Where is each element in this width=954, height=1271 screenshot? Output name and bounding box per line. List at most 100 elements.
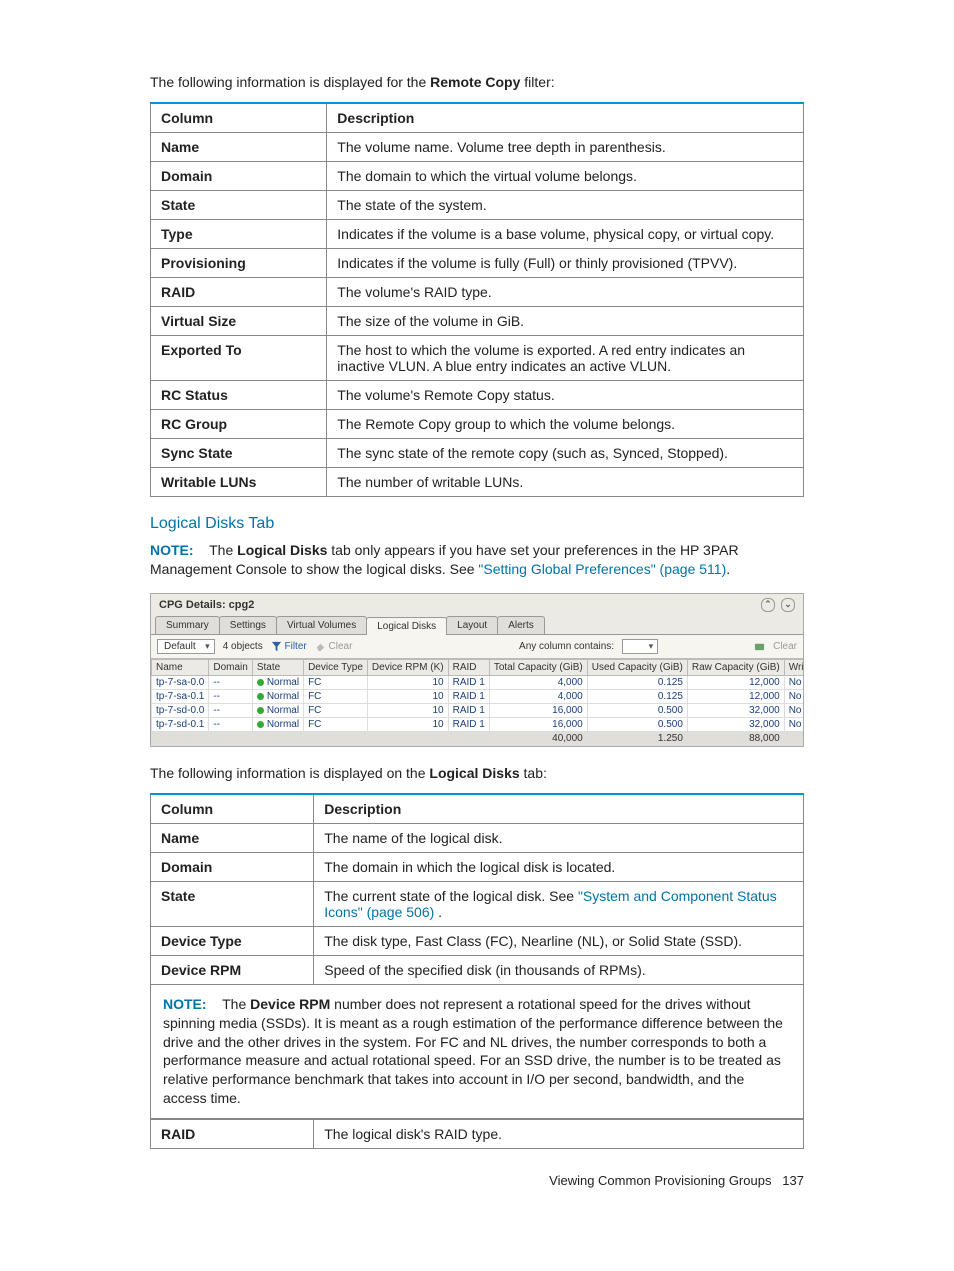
th2-description: Description	[314, 794, 804, 824]
table-row: DomainThe domain in which the logical di…	[151, 852, 804, 881]
col-name: Virtual Size	[151, 307, 327, 336]
col-name: Name	[151, 133, 327, 162]
collapse-icon[interactable]: ⌃	[761, 598, 775, 612]
status-dot-icon	[257, 679, 264, 686]
footer-page: 137	[782, 1173, 804, 1188]
t3-col: RAID	[151, 1120, 314, 1149]
cell-state: Normal	[252, 717, 303, 731]
intro-logical-disks: The following information is displayed o…	[150, 765, 804, 781]
grid-header[interactable]: Raw Capacity (GiB)	[687, 659, 784, 675]
status-dot-icon	[257, 693, 264, 700]
col-name: Device Type	[151, 926, 314, 955]
grid-row[interactable]: tp-7-sd-0.0--NormalFC10RAID 116,0000.500…	[152, 703, 804, 717]
total-raw: 88,000	[687, 731, 784, 745]
t3-desc: The logical disk's RAID type.	[314, 1120, 804, 1149]
grid-header[interactable]: State	[252, 659, 303, 675]
col-name: RAID	[151, 278, 327, 307]
grid-header[interactable]: Used Capacity (GiB)	[587, 659, 687, 675]
grid-row[interactable]: tp-7-sa-0.1--NormalFC10RAID 14,0000.1251…	[152, 689, 804, 703]
logical-disks-table-cont: RAID The logical disk's RAID type.	[150, 1119, 804, 1149]
th2-column: Column	[151, 794, 314, 824]
tab-layout[interactable]: Layout	[446, 616, 498, 634]
note1-pre: The	[209, 542, 237, 558]
tab-alerts[interactable]: Alerts	[497, 616, 545, 634]
page-footer: Viewing Common Provisioning Groups 137	[150, 1173, 804, 1188]
cell-domain: --	[209, 717, 252, 731]
col-name: RC Status	[151, 381, 327, 410]
note-label: NOTE:	[150, 542, 194, 558]
col-desc: The name of the logical disk.	[314, 823, 804, 852]
cell-rpm: 10	[367, 675, 448, 689]
view-dropdown[interactable]: Default	[157, 639, 215, 654]
cell-raw: 12,000	[687, 689, 784, 703]
cell-used: 0.125	[587, 675, 687, 689]
cell-domain: --	[209, 703, 252, 717]
logical-disks-grid: NameDomainStateDevice TypeDevice RPM (K)…	[151, 659, 803, 746]
cell-wt: No	[784, 703, 803, 717]
col-desc: The volume name. Volume tree depth in pa…	[327, 133, 804, 162]
col-name: RC Group	[151, 410, 327, 439]
col-name: Device RPM	[151, 955, 314, 984]
any-column-dropdown[interactable]	[622, 639, 658, 654]
grid-header[interactable]: Total Capacity (GiB)	[489, 659, 587, 675]
grid-header[interactable]: Domain	[209, 659, 252, 675]
col-desc: The volume's RAID type.	[327, 278, 804, 307]
col-name: Type	[151, 220, 327, 249]
clear2-text[interactable]: Clear	[773, 641, 797, 652]
table-row: DomainThe domain to which the virtual vo…	[151, 162, 804, 191]
cell-name: tp-7-sa-0.0	[152, 675, 209, 689]
logical-disks-table: Column Description NameThe name of the l…	[150, 793, 804, 985]
grid-header[interactable]: Device Type	[304, 659, 368, 675]
table-row: RAIDThe volume's RAID type.	[151, 278, 804, 307]
grid-header[interactable]: Device RPM (K)	[367, 659, 448, 675]
cell-raw: 12,000	[687, 675, 784, 689]
cell-raid: RAID 1	[448, 717, 489, 731]
tab-virtual-volumes[interactable]: Virtual Volumes	[276, 616, 367, 634]
intro2-bold: Logical Disks	[429, 765, 519, 781]
cell-name: tp-7-sa-0.1	[152, 689, 209, 703]
grid-header[interactable]: Name	[152, 659, 209, 675]
intro1-bold: Remote Copy	[430, 74, 520, 90]
object-count: 4 objects	[223, 641, 263, 652]
col-name: Provisioning	[151, 249, 327, 278]
table-row: Writable LUNsThe number of writable LUNs…	[151, 468, 804, 497]
table-row: Device RPMSpeed of the specified disk (i…	[151, 955, 804, 984]
grid-header[interactable]: RAID	[448, 659, 489, 675]
col-name: Domain	[151, 852, 314, 881]
expand-icon[interactable]: ⌄	[781, 598, 795, 612]
export-icon[interactable]	[754, 641, 765, 652]
grid-row[interactable]: tp-7-sd-0.1--NormalFC10RAID 116,0000.500…	[152, 717, 804, 731]
filter-link[interactable]: Filter	[271, 641, 307, 652]
panel-toolbar: Default 4 objects Filter Clear Any colum…	[151, 635, 803, 659]
table-row: NameThe volume name. Volume tree depth i…	[151, 133, 804, 162]
panel-title-text: CPG Details: cpg2	[159, 599, 254, 611]
col-desc: The host to which the volume is exported…	[327, 336, 804, 381]
filter-text: Filter	[285, 641, 307, 652]
inline-link[interactable]: "System and Component Status Icons" (pag…	[324, 888, 776, 920]
table-row: TypeIndicates if the volume is a base vo…	[151, 220, 804, 249]
intro2-post: tab:	[520, 765, 547, 781]
table-row: Sync StateThe sync state of the remote c…	[151, 439, 804, 468]
intro2-pre: The following information is displayed o…	[150, 765, 429, 781]
cell-rpm: 10	[367, 689, 448, 703]
tab-settings[interactable]: Settings	[219, 616, 277, 634]
cell-used: 0.500	[587, 717, 687, 731]
intro1-post: filter:	[520, 74, 554, 90]
cell-dtype: FC	[304, 689, 368, 703]
panel-tabs: SummarySettingsVirtual VolumesLogical Di…	[151, 616, 803, 635]
tab-summary[interactable]: Summary	[155, 616, 220, 634]
col-name: State	[151, 191, 327, 220]
table-row: Exported ToThe host to which the volume …	[151, 336, 804, 381]
grid-header[interactable]: Write Through	[784, 659, 803, 675]
col-name: Domain	[151, 162, 327, 191]
tab-logical-disks[interactable]: Logical Disks	[366, 617, 447, 635]
clear-link[interactable]: Clear	[315, 641, 353, 652]
cell-domain: --	[209, 675, 252, 689]
cell-state: Normal	[252, 703, 303, 717]
panel-titlebar: CPG Details: cpg2 ⌃ ⌄	[151, 594, 803, 616]
cell-raw: 32,000	[687, 703, 784, 717]
grid-row[interactable]: tp-7-sa-0.0--NormalFC10RAID 14,0000.1251…	[152, 675, 804, 689]
note1-link[interactable]: "Setting Global Preferences" (page 511)	[478, 561, 726, 577]
table-row: ProvisioningIndicates if the volume is f…	[151, 249, 804, 278]
intro-remote-copy: The following information is displayed f…	[150, 74, 804, 90]
